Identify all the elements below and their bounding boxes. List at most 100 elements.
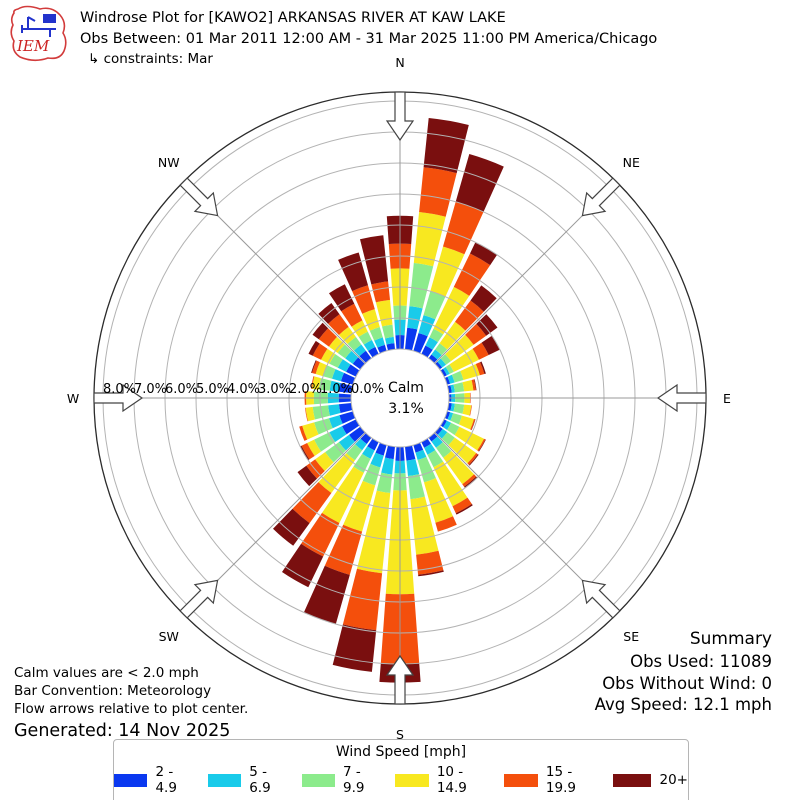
windrose-petal-segment (437, 428, 448, 439)
windrose-petal-segment (424, 443, 436, 455)
windrose-petal-segment (453, 403, 465, 414)
windrose-petal-segment (340, 372, 356, 385)
windrose-petal-segment (325, 442, 346, 463)
flow-arrow-icon (581, 579, 621, 619)
windrose-petal-segment (324, 524, 363, 575)
windrose-petal-segment (409, 262, 434, 309)
legend-title: Wind Speed [mph] (335, 744, 467, 760)
windrose-petal-segment (448, 437, 477, 464)
legend-label: 2 - 4.9 (155, 764, 177, 796)
windrose-petal-segment (444, 376, 451, 385)
windrose-petal-segment (443, 367, 450, 376)
windrose-petal-segment (385, 336, 395, 345)
windrose-petal-segment (440, 419, 447, 428)
compass-label: E (723, 391, 731, 406)
windrose-petal-segment (450, 413, 462, 425)
flow-arrow-icon (179, 177, 219, 217)
windrose-petal-segment (337, 344, 352, 359)
windrose-petal-segment (451, 371, 464, 383)
compass-label: NW (158, 155, 180, 170)
windrose-petal-segment (375, 442, 387, 456)
compass-label: W (67, 391, 79, 406)
windrose-petal-segment (354, 344, 366, 357)
windrose-petal-segment (329, 284, 355, 312)
windrose-petal-segment (303, 565, 350, 625)
windrose-petal-segment (462, 404, 472, 416)
windrose-petal-segment (345, 350, 359, 364)
windrose-petal-segment (427, 450, 444, 468)
legend-label: 7 - 9.9 (342, 764, 365, 796)
windrose-petal-segment (415, 449, 427, 460)
windrose-petal-segment (449, 348, 479, 372)
windrose-petal-segment (328, 404, 341, 416)
legend-swatch (114, 773, 148, 787)
windrose-petal-segment (413, 442, 424, 453)
wind-speed-legend: Wind Speed [mph] 2 - 4.9 5 - 6.9 7 - 9.9 10… (113, 739, 689, 800)
windrose-petal-segment (423, 118, 469, 174)
legend-swatch (395, 773, 429, 787)
compass-label: NE (623, 155, 640, 170)
windrose-petal-segment (360, 235, 389, 285)
windrose-petal-segment (439, 321, 466, 350)
calm-label: Calm (388, 380, 424, 396)
legend-label: 5 - 6.9 (249, 764, 271, 796)
windrose-petal-segment (338, 326, 356, 344)
windrose-petal-segment (413, 333, 428, 354)
windrose-petal-segment (370, 452, 384, 468)
windrose-petal-segment (338, 434, 355, 451)
windrose-petal-segment (453, 382, 465, 393)
windrose-petal-segment (423, 291, 446, 320)
windrose-petal-segment (428, 354, 438, 363)
windrose-petal-segment (321, 348, 336, 364)
windrose-petal-segment (435, 343, 448, 356)
windrose-petal-segment (445, 364, 454, 374)
windrose-petal-segment (416, 550, 444, 575)
constraints: ↳ constraints: Mar (88, 51, 213, 68)
windrose-petal-segment (428, 433, 438, 442)
windrose-petal-segment (480, 361, 486, 374)
windrose-petal-segment (467, 453, 478, 465)
windrose-petal-segment (481, 335, 500, 355)
legend-item: 5 - 6.9 (207, 764, 288, 796)
legend-item: 20+ (613, 772, 688, 788)
legend-swatch (613, 773, 652, 787)
flow-arrow-icon (179, 579, 219, 619)
windrose-petal-segment (311, 376, 315, 389)
windrose-petal-segment (338, 383, 353, 393)
legend-swatch (207, 773, 242, 787)
windrose-petal-segment (305, 407, 308, 422)
windrose-petal-segment (455, 154, 504, 212)
windrose-petal-segment (441, 432, 455, 446)
windrose-petal-segment (302, 422, 319, 440)
windrose-petal-segment (429, 328, 444, 343)
obs-without-wind: Obs Without Wind: 0 (602, 673, 772, 693)
windrose-petal-segment (385, 445, 395, 460)
windrose-petal-segment (367, 438, 379, 451)
windrose-petal-segment (431, 436, 443, 448)
windrose-petal-segment (419, 167, 457, 217)
compass-label: S (396, 727, 404, 742)
windrose-petal-segment (346, 364, 360, 377)
calm-value: 3.1% (388, 401, 424, 417)
windrose-petal-segment (455, 300, 484, 331)
legend-swatch (504, 773, 538, 787)
windrose-petal-segment (408, 474, 425, 500)
windrose-petal-segment (371, 281, 390, 303)
windrose-petal-segment (353, 453, 371, 473)
windrose-petal-segment (329, 354, 343, 368)
windrose-petal-segment (297, 465, 317, 487)
windrose-petal-segment (382, 324, 394, 339)
radial-tick-label: 1.0% (320, 382, 353, 397)
windrose-petal-segment (417, 456, 436, 483)
windrose-petal-segment (471, 379, 476, 391)
windrose-petal-segment (440, 368, 447, 377)
windrose-petal-segment (301, 512, 340, 557)
flow-arrow-icon (93, 383, 144, 413)
windrose-petal-segment (358, 331, 372, 345)
windrose-petal-segment (282, 543, 324, 588)
legend-swatch (301, 773, 335, 787)
windrose-petal-segment (435, 516, 457, 532)
radial-tick-label: 0.0% (351, 382, 384, 397)
logo-text: IEM (16, 37, 50, 55)
windrose-petal-segment (413, 212, 446, 267)
